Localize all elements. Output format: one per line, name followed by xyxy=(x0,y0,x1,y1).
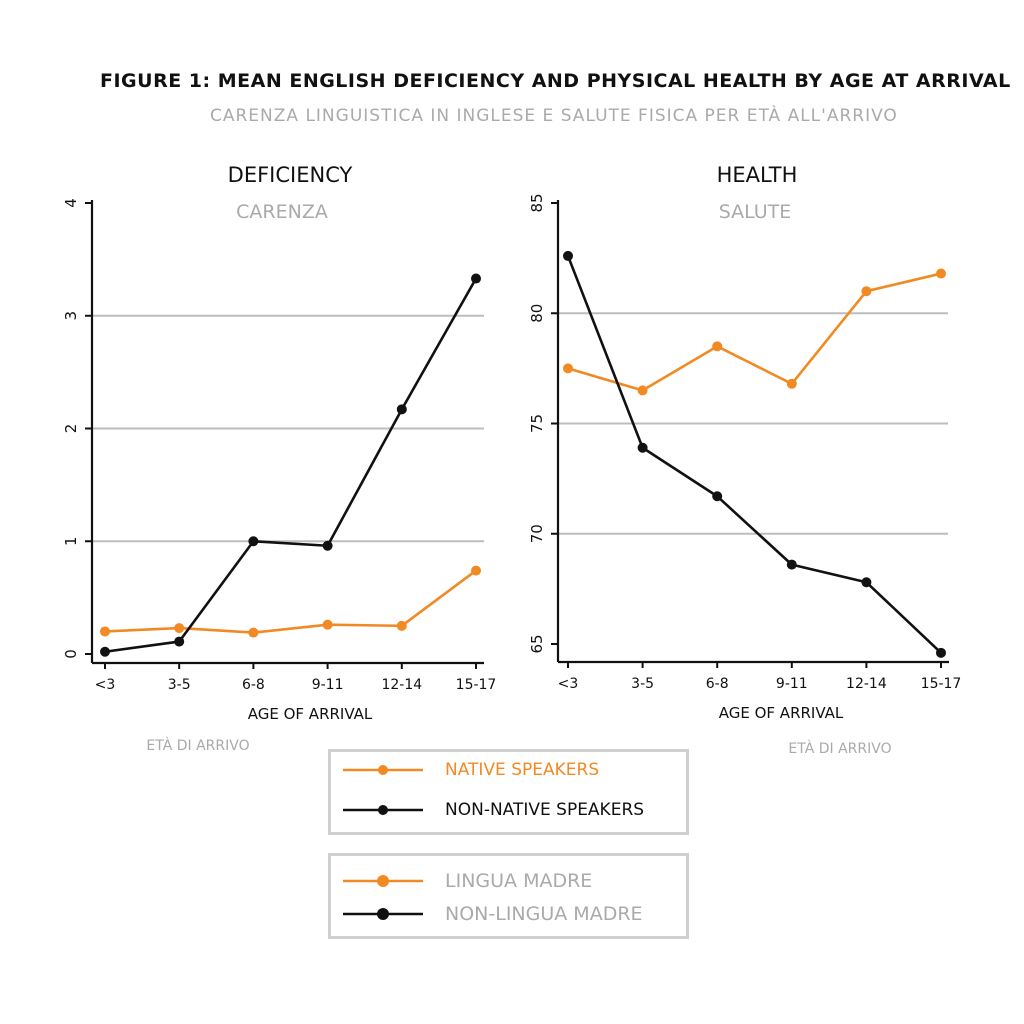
health-point-native xyxy=(786,378,797,389)
health-point-native xyxy=(563,363,573,374)
deficiency-series-line-native xyxy=(104,569,477,634)
deficiency-y-tick-label: 3 xyxy=(62,311,80,321)
deficiency-x-label-it: ETÀ DI ARRIVO xyxy=(146,737,249,754)
legend-label-native: NATIVE SPEAKERS xyxy=(445,760,600,780)
figure-subtitle: CARENZA LINGUISTICA IN INGLESE E SALUTE … xyxy=(210,106,898,126)
legend-italian: LINGUA MADRE NON-LINGUA MADRE xyxy=(328,853,689,939)
legend-item-non-lingua-madre: NON-LINGUA MADRE xyxy=(331,903,643,925)
deficiency-point-nonnative xyxy=(248,536,259,547)
health-y-tick-label: 70 xyxy=(528,524,546,543)
health-y-tick-label: 80 xyxy=(528,304,546,323)
health-x-tick-label: 9-11 xyxy=(776,676,808,692)
deficiency-y-tick-label: 4 xyxy=(62,198,80,208)
health-point-native xyxy=(637,385,648,396)
health-y-tick-label: 75 xyxy=(528,414,546,433)
deficiency-y-tick-label: 2 xyxy=(62,424,80,434)
legend-swatch-non-lingua-madre xyxy=(343,908,423,920)
health-point-nonnative xyxy=(712,491,723,502)
deficiency-point-native xyxy=(471,565,481,576)
deficiency-x-tick-label: 15-17 xyxy=(456,677,497,693)
health-point-nonnative xyxy=(861,577,872,588)
legend-english: NATIVE SPEAKERS NON-NATIVE SPEAKERS xyxy=(328,749,689,835)
legend-label-lingua-madre: LINGUA MADRE xyxy=(445,870,593,892)
health-y-tick-label: 85 xyxy=(528,193,546,212)
deficiency-point-native xyxy=(100,626,110,637)
health-x-tick-label: 15-17 xyxy=(921,676,962,692)
health-x-tick-label: 6-8 xyxy=(706,676,729,692)
health-point-nonnative xyxy=(637,442,648,453)
deficiency-point-native xyxy=(396,620,407,631)
legend-label-non-lingua-madre: NON-LINGUA MADRE xyxy=(445,903,643,925)
health-series-line-native xyxy=(567,272,942,392)
deficiency-point-nonnative xyxy=(396,404,407,415)
health-title: HEALTH xyxy=(717,163,798,187)
health-x-tick-label: 12-14 xyxy=(846,676,887,692)
deficiency-x-tick-label: 12-14 xyxy=(381,677,422,693)
deficiency-title-it: CARENZA xyxy=(236,201,328,223)
legend-item-nonnative: NON-NATIVE SPEAKERS xyxy=(331,800,644,820)
deficiency-title: DEFICIENCY xyxy=(228,163,353,187)
deficiency-point-native xyxy=(174,623,185,634)
deficiency-point-native xyxy=(322,619,333,630)
health-x-tick-label: <3 xyxy=(558,676,579,692)
health-title-it: SALUTE xyxy=(719,201,792,223)
health-x-label: AGE OF ARRIVAL xyxy=(719,704,844,722)
health-x-tick-label: 3-5 xyxy=(631,676,654,692)
health-point-native xyxy=(712,341,723,352)
deficiency-x-tick-label: <3 xyxy=(95,677,116,693)
legend-item-lingua-madre: LINGUA MADRE xyxy=(331,870,592,892)
figure-title: FIGURE 1: MEAN ENGLISH DEFICIENCY AND PH… xyxy=(100,70,1011,92)
deficiency-point-nonnative xyxy=(100,646,110,657)
legend-label-nonnative: NON-NATIVE SPEAKERS xyxy=(445,800,645,820)
deficiency-x-tick-label: 9-11 xyxy=(312,677,344,693)
health-y-tick-label: 65 xyxy=(528,634,546,653)
deficiency-point-nonnative xyxy=(471,273,481,284)
deficiency-point-nonnative xyxy=(322,540,333,551)
legend-swatch-nonnative xyxy=(343,805,423,815)
health-x-label-it: ETÀ DI ARRIVO xyxy=(788,740,891,757)
deficiency-y-tick-label: 1 xyxy=(62,536,80,546)
deficiency-point-nonnative xyxy=(174,636,185,647)
legend-item-native: NATIVE SPEAKERS xyxy=(331,760,599,780)
health-point-nonnative xyxy=(563,250,573,261)
deficiency-point-native xyxy=(248,627,259,638)
legend-swatch-native xyxy=(343,765,423,775)
deficiency-series-line-nonnative xyxy=(104,277,478,654)
deficiency-y-tick-label: 0 xyxy=(62,649,80,659)
health-point-nonnative xyxy=(786,559,797,570)
health-point-native xyxy=(861,286,872,297)
legend-swatch-lingua-madre xyxy=(343,875,423,887)
health-point-nonnative xyxy=(936,647,946,658)
deficiency-x-tick-label: 3-5 xyxy=(168,677,191,693)
health-series-line-nonnative xyxy=(566,255,942,654)
deficiency-x-label: AGE OF ARRIVAL xyxy=(248,705,373,723)
health-point-native xyxy=(936,268,946,279)
deficiency-x-tick-label: 6-8 xyxy=(242,677,265,693)
